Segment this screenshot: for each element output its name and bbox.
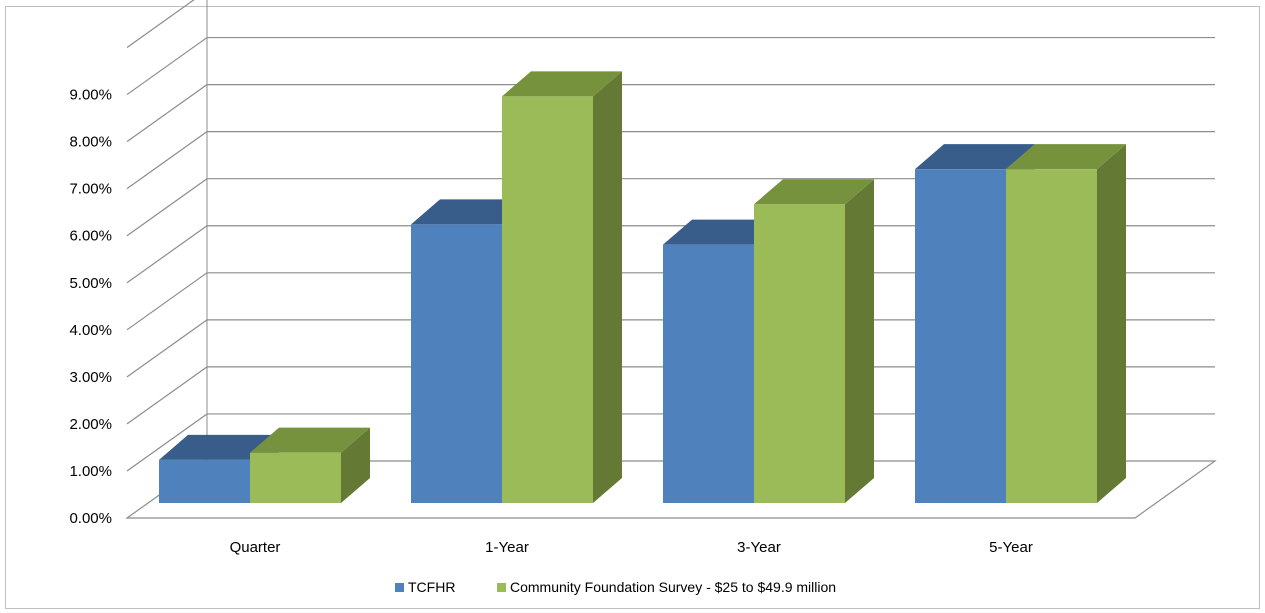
gridline: [126, 36, 1215, 96]
gridline: [126, 366, 1215, 425]
y-tick-label: 6.00%: [69, 228, 112, 245]
bar-front: [1006, 169, 1097, 504]
bar-community-quarter: [250, 427, 370, 503]
y-tick-label: 8.00%: [69, 134, 112, 151]
gridline: [126, 272, 1215, 331]
bar-side: [593, 71, 622, 503]
bar-top: [159, 434, 279, 460]
y-tick-label: 5.00%: [69, 275, 112, 292]
gridline: [126, 83, 1215, 143]
x-category-label: 3-Year: [737, 539, 781, 556]
bar-top: [411, 199, 531, 225]
bar-top: [250, 427, 370, 453]
bar-front: [411, 224, 502, 504]
bar-community-3-year: [754, 179, 874, 504]
bar-front: [663, 244, 754, 503]
y-tick-label: 1.00%: [69, 463, 112, 480]
x-category-label: 5-Year: [989, 539, 1033, 556]
bar-front: [502, 96, 593, 503]
y-tick-label: 9.00%: [69, 87, 112, 104]
bar-side: [845, 179, 874, 504]
y-tick-label: 0.00%: [69, 510, 112, 527]
y-tick-label: 7.00%: [69, 181, 112, 198]
bar-front: [159, 459, 250, 503]
bar-top: [502, 71, 622, 97]
x-category-label: Quarter: [230, 539, 281, 556]
gridline: [126, 225, 1215, 284]
bar-side: [341, 427, 370, 503]
legend: TCFHR Community Foundation Survey - $25 t…: [395, 579, 836, 595]
x-axis-category-labels: Quarter 1-Year 3-Year 5-Year: [230, 539, 1033, 556]
gridline: [126, 178, 1215, 237]
bar-front: [915, 169, 1006, 504]
y-tick-label: 3.00%: [69, 369, 112, 386]
bar-top: [1006, 144, 1126, 170]
legend-swatch: [497, 583, 506, 592]
y-tick-label: 2.00%: [69, 416, 112, 433]
bar-community-5-year: [1006, 144, 1126, 504]
legend-label: TCFHR: [408, 579, 455, 595]
y-tick-label: 4.00%: [69, 322, 112, 339]
gridline: [126, 0, 195, 48]
bar-community-1-year: [502, 71, 622, 503]
bars: [159, 71, 1126, 504]
bar-front: [754, 204, 845, 504]
bar-front: [250, 452, 341, 503]
legend-label: Community Foundation Survey - $25 to $49…: [510, 579, 836, 595]
x-category-label: 1-Year: [485, 539, 529, 556]
bar-top: [663, 219, 783, 245]
gridline: [126, 131, 1215, 190]
legend-swatch: [395, 583, 404, 592]
gridline: [126, 319, 1215, 378]
gridline: [126, 413, 1215, 472]
bar-side: [1097, 144, 1126, 504]
bar-top: [915, 144, 1035, 170]
bar-top: [754, 179, 874, 205]
y-axis-tick-labels: 0.00% 1.00% 2.00% 3.00% 4.00% 5.00% 6.00% 7.00%…: [69, 87, 112, 527]
gridlines: [126, 0, 1215, 472]
